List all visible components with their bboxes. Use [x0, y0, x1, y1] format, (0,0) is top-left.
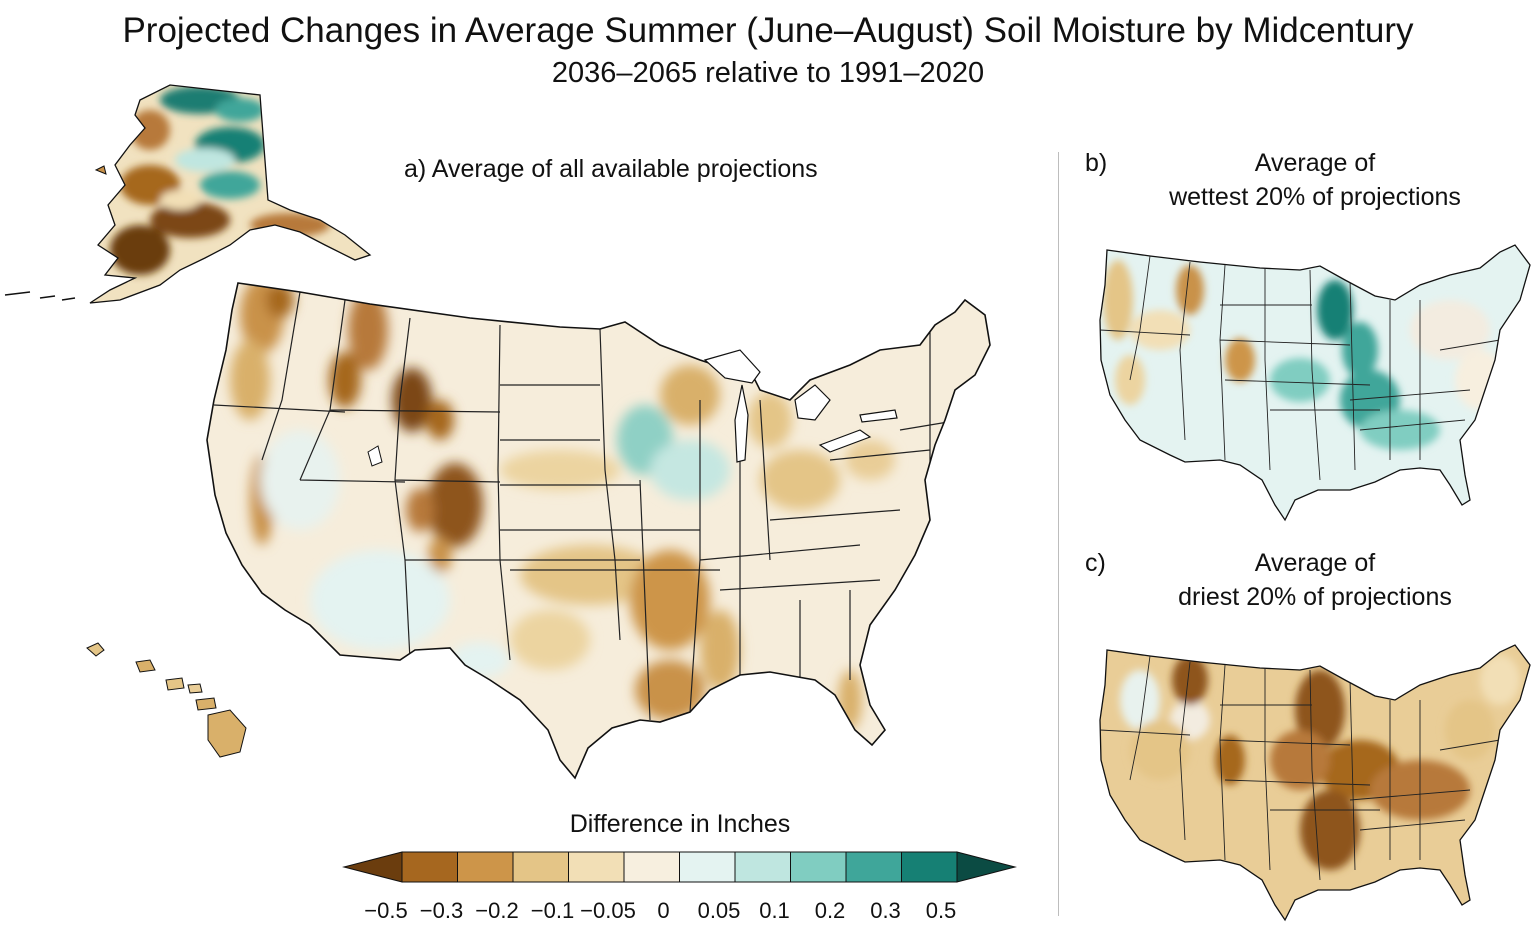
colorbar-swatch: [845, 851, 902, 883]
panel-divider: [1058, 152, 1059, 916]
colorbar-swatch: [734, 851, 791, 883]
colorbar-tick-label: 0.3: [870, 898, 901, 923]
colorbar: Difference in Inches −0.5 −0.3 −0.2 −0.1 −0.…: [342, 810, 1017, 923]
hawaii-inset-map: [86, 642, 247, 758]
colorbar-swatch: [901, 851, 958, 883]
colorbar-tick-label: −0.3: [420, 898, 463, 923]
colorbar-swatch: [457, 851, 514, 883]
colorbar-tick-label: −0.05: [580, 898, 636, 923]
colorbar-tick-label: −0.5: [364, 898, 407, 923]
colorbar-swatch: [401, 851, 458, 883]
colorbar-tick-label: 0.1: [759, 898, 790, 923]
panel-b-letter: b): [1085, 149, 1108, 177]
panel-c-title-line2: driest 20% of projections: [1178, 583, 1452, 611]
conus-map-b: [1099, 244, 1531, 521]
colorbar-tick-label: 0: [657, 898, 669, 923]
colorbar-tick-label: 0.5: [926, 898, 957, 923]
colorbar-swatch: [512, 851, 569, 883]
panel-c-title-line1: Average of: [1254, 549, 1376, 577]
panel-b-title-line1: Average of: [1254, 149, 1376, 177]
colorbar-swatch: [679, 851, 736, 883]
colorbar-tick-label: −0.2: [475, 898, 518, 923]
panel-c-letter: c): [1085, 549, 1106, 577]
conus-map-a: [206, 282, 991, 779]
panel-b-title-line2: wettest 20% of projections: [1169, 183, 1461, 211]
colorbar-arrow-high: [956, 851, 1017, 883]
colorbar-arrow-low: [342, 851, 403, 883]
conus-map-c: [1099, 644, 1531, 921]
alaska-inset-map: [4, 84, 371, 304]
colorbar-tick-labels: −0.5 −0.3 −0.2 −0.1 −0.05 0 0.05 0.1 0.2 0.3 0.5: [364, 898, 956, 923]
colorbar-tick-label: 0.2: [815, 898, 846, 923]
colorbar-tick-label: −0.1: [531, 898, 574, 923]
colorbar-title: Difference in Inches: [570, 810, 791, 838]
panel-a-label: a) Average of all available projections: [404, 155, 818, 183]
page-subtitle: 2036–2065 relative to 1991–2020: [551, 57, 985, 89]
colorbar-swatch: [790, 851, 847, 883]
page-title: Projected Changes in Average Summer (Jun…: [122, 11, 1414, 50]
colorbar-swatches: [342, 851, 1017, 883]
colorbar-swatch: [623, 851, 680, 883]
colorbar-swatch: [568, 851, 625, 883]
colorbar-tick-label: 0.05: [698, 898, 741, 923]
